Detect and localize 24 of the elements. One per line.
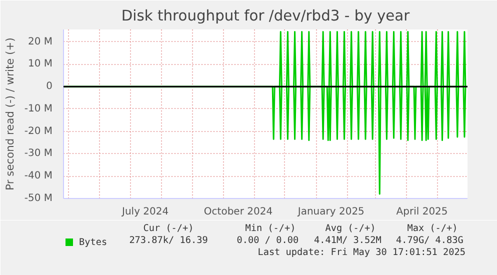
text: 273.87k/ 16.39: [129, 235, 208, 246]
x-tick-label: July 2024: [121, 206, 169, 218]
text: Last update: Fri May 30 17:01:51 2025: [258, 247, 466, 258]
y-tick-label: 20 M: [28, 36, 52, 48]
legend-label: Bytes: [79, 236, 108, 248]
text: 4.79G/ 4.83G: [396, 235, 464, 246]
text: Min (-/+): [245, 223, 296, 234]
y-tick-label: -40 M: [24, 170, 52, 182]
y-axis-title: Pr second read (-) / write (+): [3, 38, 16, 190]
y-tick-label: -30 M: [24, 148, 52, 160]
y-tick-label: -20 M: [24, 126, 52, 137]
text: Avg (-/+): [325, 223, 376, 234]
text: 4.41M/ 3.52M: [314, 235, 382, 246]
y-tick-label: 10 M: [28, 58, 52, 70]
y-tick-label: 0: [46, 81, 53, 92]
chart-title: Disk throughput for /dev/rbd3 - by year: [121, 8, 411, 24]
text: Cur (-/+): [143, 223, 194, 234]
x-tick-label: April 2025: [396, 206, 448, 218]
x-tick-label: October 2024: [204, 206, 273, 218]
text: Max (-/+): [407, 223, 458, 234]
text: 0.00 / 0.00: [236, 235, 299, 246]
x-tick-label: January 2025: [296, 206, 364, 218]
y-tick-label: -10 M: [24, 103, 52, 114]
y-tick-label: -50 M: [24, 193, 52, 204]
